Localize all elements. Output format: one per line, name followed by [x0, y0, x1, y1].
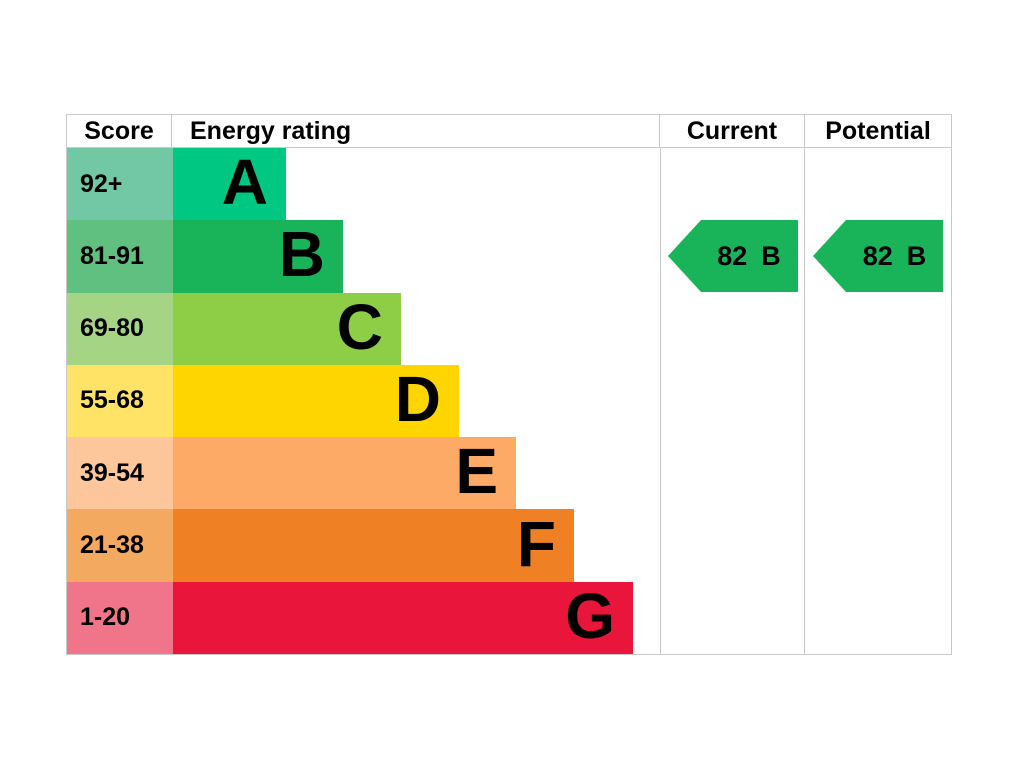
- rating-row: 69-80 C: [67, 290, 660, 365]
- rating-row: 92+ A: [67, 146, 660, 221]
- left-arrow-shape: [813, 220, 943, 293]
- rating-row: 21-38 F: [67, 507, 660, 582]
- header-potential: Potential: [805, 114, 952, 148]
- header-score: Score: [66, 114, 172, 148]
- rating-row: 1-20 G: [67, 579, 660, 654]
- score-range-cell: 55-68: [67, 364, 173, 438]
- bar-track: A: [173, 146, 660, 221]
- potential-score-value: 82: [862, 240, 893, 271]
- score-range-cell: 39-54: [67, 437, 173, 510]
- rating-letter: A: [221, 146, 268, 219]
- epc-rating-chart: Score Energy rating Current Potential 92…: [66, 114, 952, 655]
- bar-track: G: [173, 579, 660, 654]
- rating-letter: D: [394, 362, 441, 435]
- bar-track: F: [173, 507, 660, 582]
- rating-letter: C: [336, 290, 383, 363]
- left-arrow-shape: [667, 220, 798, 293]
- rating-letter: E: [455, 435, 498, 508]
- potential-rating-label: 82 B: [813, 220, 943, 292]
- rating-bar: B: [173, 218, 343, 293]
- current-band-letter: B: [761, 240, 781, 271]
- rating-bar: A: [173, 146, 286, 221]
- bar-track: D: [173, 362, 660, 438]
- score-range-cell: 69-80: [67, 292, 173, 365]
- rating-row: 81-91 B: [67, 218, 660, 293]
- score-range-cell: 1-20: [67, 581, 173, 654]
- header-energy-rating: Energy rating: [172, 114, 660, 148]
- rating-row: 55-68 D: [67, 362, 660, 438]
- rating-bar: D: [173, 362, 459, 438]
- rating-bar: G: [173, 579, 633, 654]
- current-column: 82 B: [660, 148, 805, 655]
- rating-rows: 92+ A 81-91 B 69-80 C 55-68 D: [66, 148, 660, 655]
- header-current: Current: [660, 114, 805, 148]
- rating-row: 39-54 E: [67, 435, 660, 510]
- score-range-cell: 92+: [67, 148, 173, 221]
- bar-track: C: [173, 290, 660, 365]
- current-rating-label: 82 B: [668, 220, 798, 292]
- potential-band-letter: B: [906, 240, 927, 271]
- rating-bar: F: [173, 507, 574, 582]
- rating-letter: B: [278, 218, 325, 291]
- potential-rating-arrow: 82 B: [813, 220, 943, 293]
- rating-letter: F: [516, 507, 556, 580]
- potential-column: 82 B: [805, 148, 952, 655]
- rating-letter: G: [565, 579, 615, 652]
- score-range-cell: 21-38: [67, 509, 173, 582]
- rating-bar: C: [173, 290, 401, 365]
- score-range-cell: 81-91: [67, 220, 173, 293]
- table-header: Score Energy rating Current Potential: [66, 114, 952, 148]
- current-rating-arrow: 82 B: [667, 220, 798, 293]
- rating-bar: E: [173, 435, 516, 510]
- current-score-value: 82: [717, 240, 748, 271]
- bar-track: B: [173, 218, 660, 293]
- bar-track: E: [173, 435, 660, 510]
